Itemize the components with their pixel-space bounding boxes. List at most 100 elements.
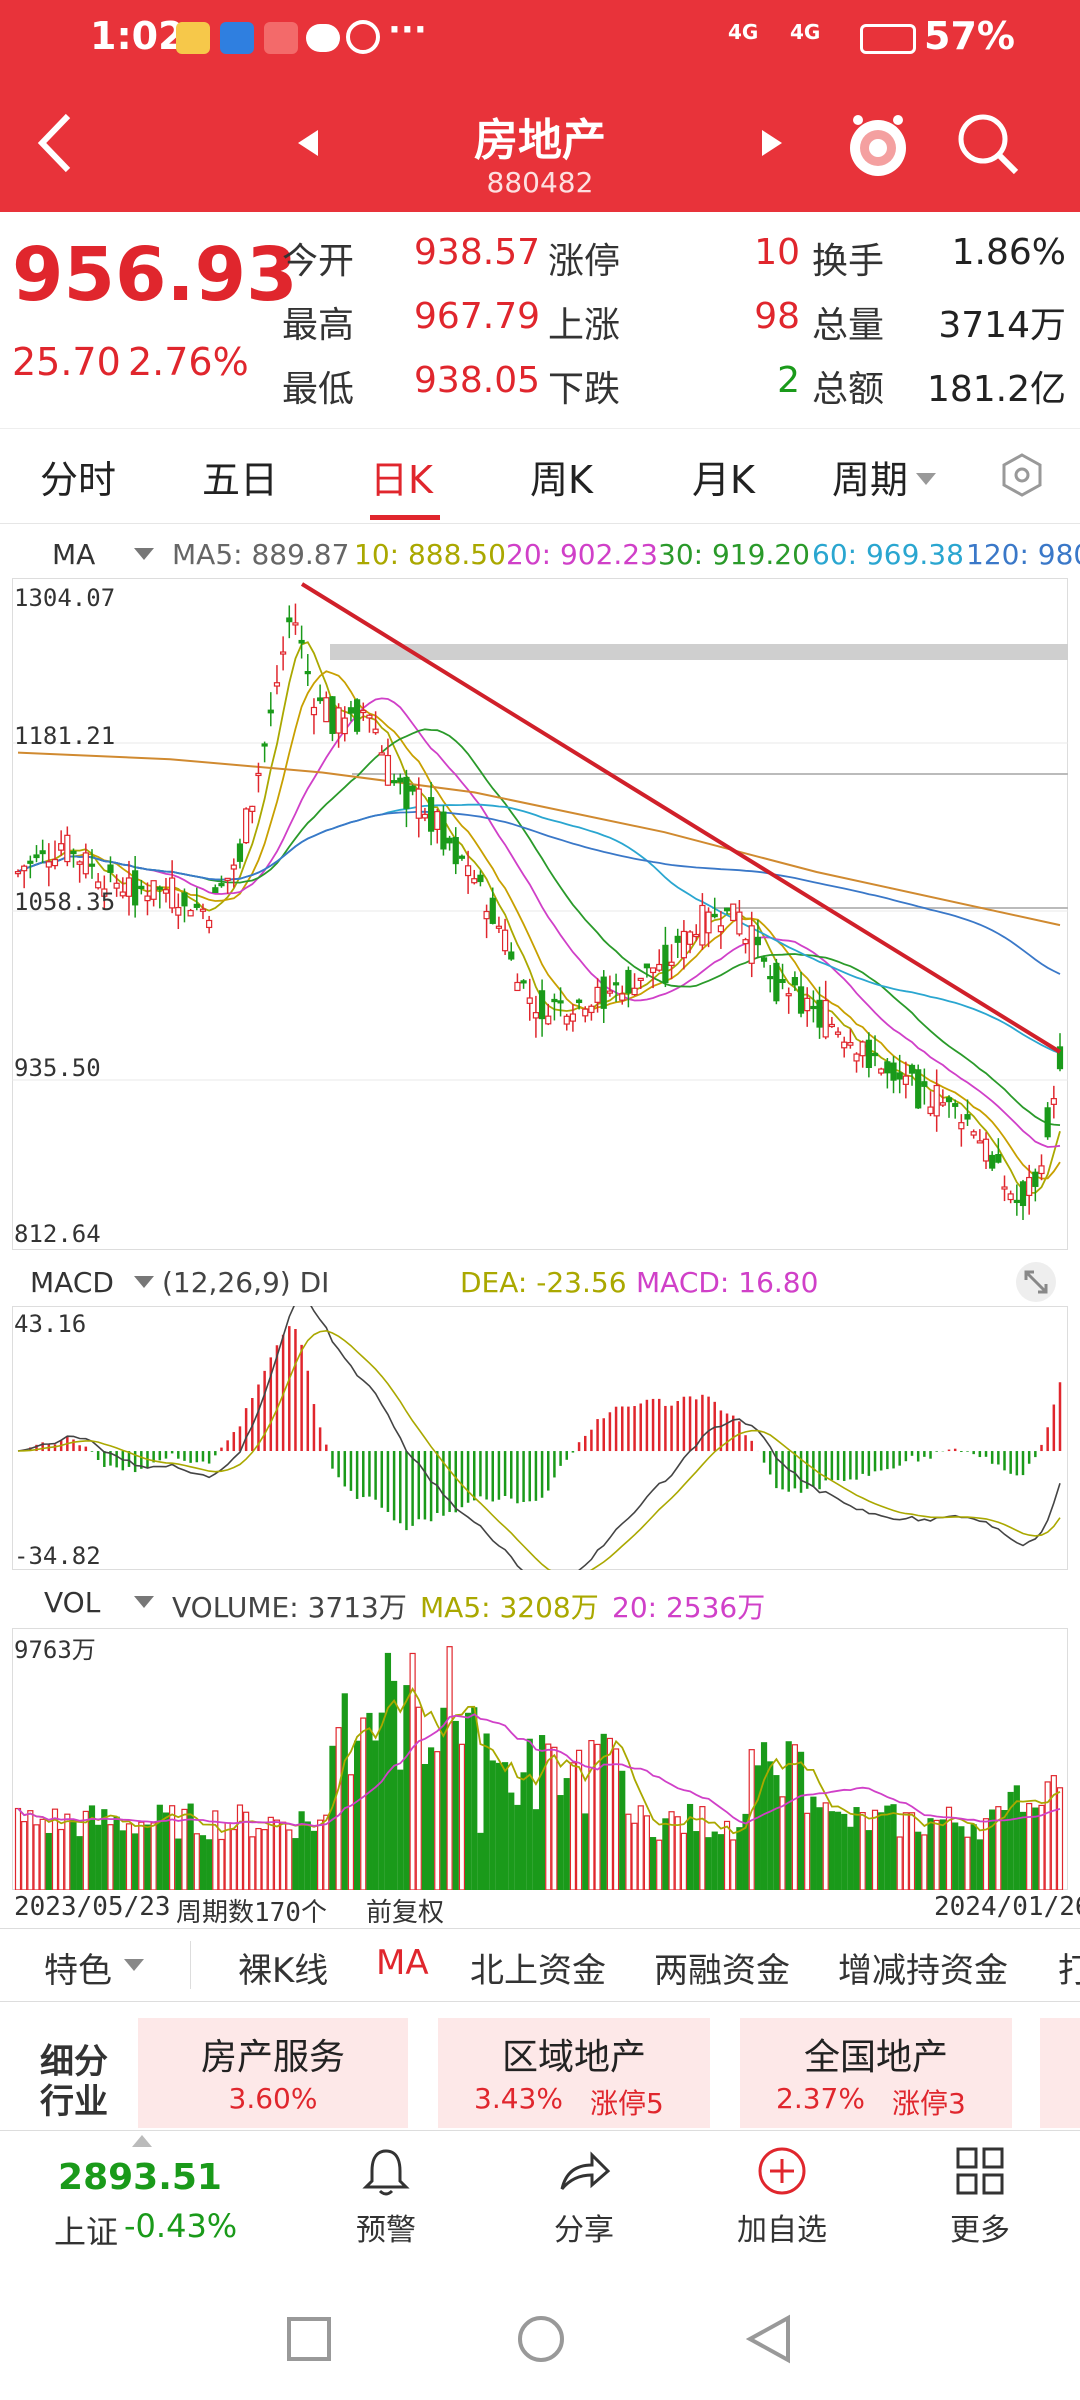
candle <box>514 981 521 992</box>
candle <box>976 1140 983 1144</box>
industry-card-1[interactable]: 房产服务 3.60% <box>138 2018 408 2128</box>
candle <box>508 951 515 960</box>
feature-tab-ma[interactable]: MA <box>376 1943 429 1983</box>
network-2: 4G <box>790 20 821 44</box>
tab-monthly-k[interactable]: 月K <box>692 458 755 502</box>
candle <box>711 913 718 918</box>
battery-icon <box>860 24 916 54</box>
industry-card-4[interactable] <box>1040 2018 1080 2128</box>
feature-tab-more[interactable]: 打 <box>1058 1951 1080 1991</box>
candle <box>212 887 219 893</box>
volume-bar <box>945 1806 953 1890</box>
volume-bar <box>791 1744 798 1890</box>
volume-chart[interactable] <box>12 1628 1068 1890</box>
alert-button[interactable]: 预警 <box>326 2145 446 2249</box>
candle <box>637 977 644 981</box>
vol-dropdown-icon[interactable] <box>134 1596 154 1610</box>
industry-card-3[interactable]: 全国地产 2.37% 涨停3 <box>740 2018 1012 2128</box>
price-axis-top: 1304.07 <box>14 584 116 612</box>
volume-bar <box>989 1809 996 1890</box>
tab-daily-k[interactable]: 日K <box>370 458 433 502</box>
home-icon[interactable] <box>516 2314 566 2364</box>
volume-bar <box>674 1816 681 1890</box>
volume-bar <box>45 1832 52 1890</box>
volume-bar <box>939 1819 946 1890</box>
feature-divider <box>190 1941 191 1989</box>
ma-dropdown-icon[interactable] <box>134 548 154 562</box>
volume-bar <box>495 1762 503 1890</box>
candle <box>723 907 731 912</box>
card-name: 全国地产 <box>803 2037 948 2078</box>
prev-stock-icon[interactable] <box>296 128 320 158</box>
turnover-label: 换手 <box>812 241 885 282</box>
assistant-icon[interactable] <box>846 112 910 180</box>
next-stock-icon[interactable] <box>760 128 784 158</box>
volume-bar <box>64 1813 71 1890</box>
vol-indicator-name[interactable]: VOL <box>44 1586 101 1619</box>
volume-bar <box>156 1804 163 1890</box>
candle <box>989 1154 996 1169</box>
ma20-value: 20: 902.23 <box>506 538 658 571</box>
volume-bar <box>637 1805 644 1890</box>
tab-weekly-k[interactable]: 周K <box>530 458 593 502</box>
share-button[interactable]: 分享 <box>524 2145 644 2249</box>
volume-bar <box>514 1804 521 1890</box>
candle <box>545 1015 552 1025</box>
candle <box>736 911 743 935</box>
ma-indicator-name[interactable]: MA <box>52 538 96 571</box>
volume-bar <box>243 1811 250 1890</box>
macd-dropdown-icon[interactable] <box>134 1276 154 1290</box>
card-pct: 2.37% <box>776 2082 865 2115</box>
volume-bar <box>421 1763 429 1890</box>
tab-intraday[interactable]: 分时 <box>40 458 117 502</box>
back-nav-icon[interactable] <box>746 2314 792 2364</box>
candle <box>304 671 311 675</box>
candle <box>440 811 447 850</box>
feature-tab-naked-k[interactable]: 裸K线 <box>238 1951 329 1991</box>
candle <box>175 906 182 916</box>
candle <box>773 962 780 1002</box>
kline-chart[interactable] <box>12 578 1068 1250</box>
volume-bar <box>88 1805 96 1890</box>
back-icon[interactable] <box>36 112 76 174</box>
limit-up-label: 涨停 <box>548 241 621 282</box>
macd-params: (12,26,9) DI <box>162 1266 330 1299</box>
candle <box>58 843 65 851</box>
index-value[interactable]: 2893.51 <box>58 2157 222 2198</box>
feature-tab-northbound[interactable]: 北上资金 <box>470 1951 606 1991</box>
vol-ma5-value: MA5: 3208万 <box>420 1591 599 1624</box>
open-label: 今开 <box>282 241 355 282</box>
volume-bar <box>199 1835 207 1890</box>
candle <box>699 904 706 946</box>
candle <box>1026 1176 1033 1197</box>
candle <box>76 861 83 865</box>
date-end: 2024/01/26 <box>934 1892 1080 1922</box>
candle <box>619 993 626 1001</box>
feature-tab-margin[interactable]: 两融资金 <box>654 1951 790 1991</box>
candle <box>88 863 96 867</box>
ma-legend: MA MA5: 889.87 10: 888.50 20: 902.23 30:… <box>0 530 1080 576</box>
candle <box>150 880 157 900</box>
candle <box>754 936 761 946</box>
macd-legend: MACD (12,26,9) DI DEA: -23.56 MACD: 16.8… <box>0 1258 1080 1304</box>
macd-axis-top: 43.16 <box>14 1310 87 1338</box>
industry-card-2[interactable]: 区域地产 3.43% 涨停5 <box>438 2018 710 2128</box>
more-button[interactable]: 更多 <box>920 2145 1040 2249</box>
candle <box>939 1102 946 1106</box>
tab-period[interactable]: 周期 <box>832 458 909 502</box>
feature-tab-holdings[interactable]: 增减持资金 <box>838 1951 1008 1991</box>
candle <box>902 1075 909 1085</box>
macd-chart[interactable] <box>12 1306 1068 1570</box>
candle <box>39 850 46 855</box>
feature-tab-special[interactable]: 特色 <box>44 1951 112 1991</box>
expand-icon[interactable] <box>1014 1260 1058 1304</box>
candle <box>51 858 59 867</box>
tab-five-day[interactable]: 五日 <box>202 458 279 502</box>
macd-indicator-name[interactable]: MACD <box>30 1266 114 1299</box>
card-pct: 3.43% <box>474 2082 563 2115</box>
settings-icon[interactable] <box>998 451 1046 499</box>
feature-dropdown-icon[interactable] <box>124 1959 144 1973</box>
recents-icon[interactable] <box>286 2316 332 2362</box>
search-icon[interactable] <box>956 112 1020 178</box>
add-watchlist-button[interactable]: 加自选 <box>722 2145 842 2249</box>
